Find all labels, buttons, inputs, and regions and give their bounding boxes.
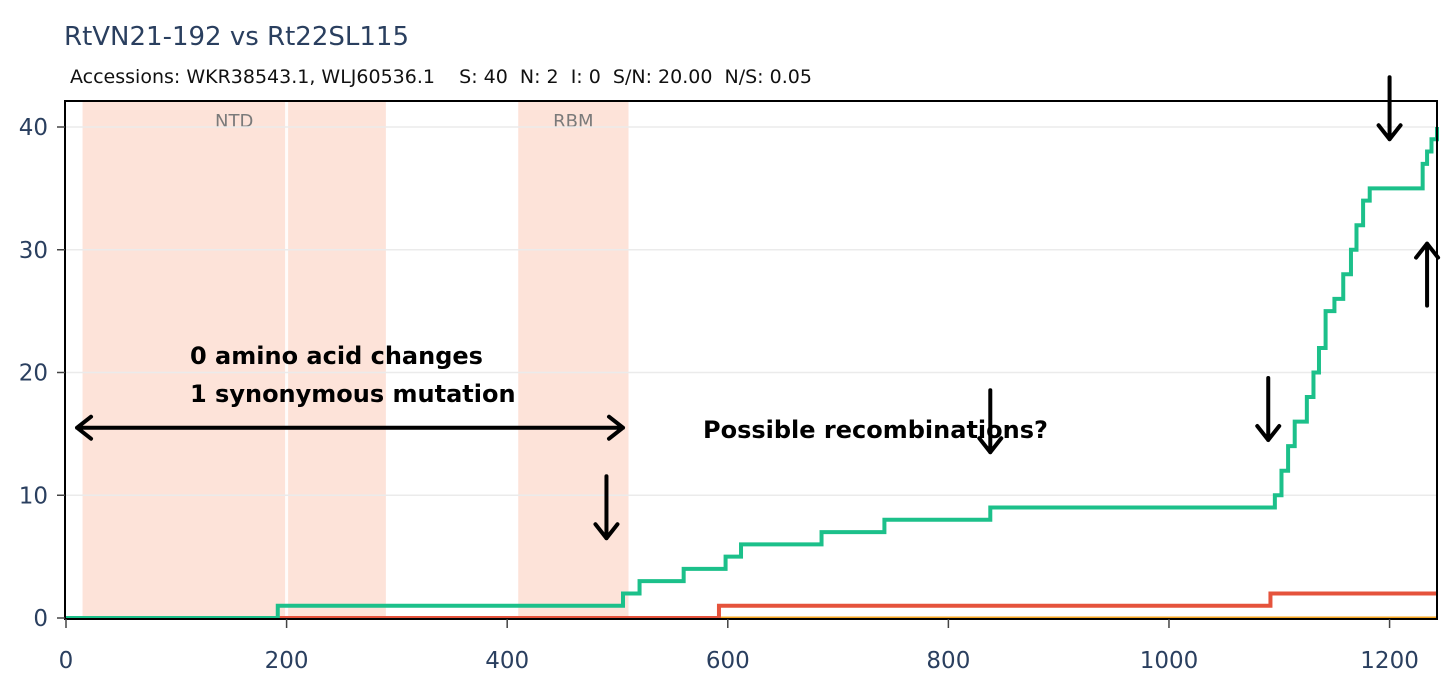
region-label-rbm: RBM <box>553 111 593 132</box>
x-tick-label: 400 <box>485 648 529 674</box>
annotation-synonymous: 1 synonymous mutation <box>190 380 516 408</box>
plot-frame <box>64 100 1438 620</box>
series-line-s <box>66 127 1439 620</box>
y-tick-label: 30 <box>19 238 48 264</box>
annotation-arrows <box>75 75 1441 541</box>
annotation-recombination: Possible recombinations? <box>703 416 1048 444</box>
annotation-amino-acid: 0 amino acid changes <box>190 342 483 370</box>
axis-ticks: 0 200 400 600 800 1000 1200 0 10 20 30 40 <box>19 115 1419 674</box>
x-tick-label: 1200 <box>1360 648 1419 674</box>
chart-title: RtVN21-192 vs Rt22SL115 <box>64 22 409 52</box>
arrow-down-icon <box>977 388 1004 455</box>
y-tick-label: 0 <box>33 606 48 632</box>
y-tick-label: 40 <box>19 115 48 141</box>
gridlines <box>65 101 1437 619</box>
y-tick-label: 20 <box>19 361 48 387</box>
double-arrow-icon <box>75 414 626 441</box>
regions: NTD RBM <box>82 102 629 618</box>
x-tick-label: 200 <box>265 648 309 674</box>
region-label-ntd: NTD <box>215 111 253 132</box>
arrow-down-icon <box>1255 376 1282 443</box>
region-rbm <box>518 102 629 618</box>
x-tick-label: 600 <box>706 648 750 674</box>
x-tick-label: 800 <box>926 648 970 674</box>
region-ntd <box>82 102 386 618</box>
x-tick-label: 0 <box>59 648 74 674</box>
arrow-up-icon <box>1414 241 1441 308</box>
arrow-down-icon <box>1376 75 1403 142</box>
chart-subtitle: Accessions: WKR38543.1, WLJ60536.1 S: 40… <box>70 66 812 88</box>
y-tick-label: 10 <box>19 483 48 509</box>
arrow-down-icon <box>593 474 620 541</box>
x-tick-label: 1000 <box>1140 648 1199 674</box>
